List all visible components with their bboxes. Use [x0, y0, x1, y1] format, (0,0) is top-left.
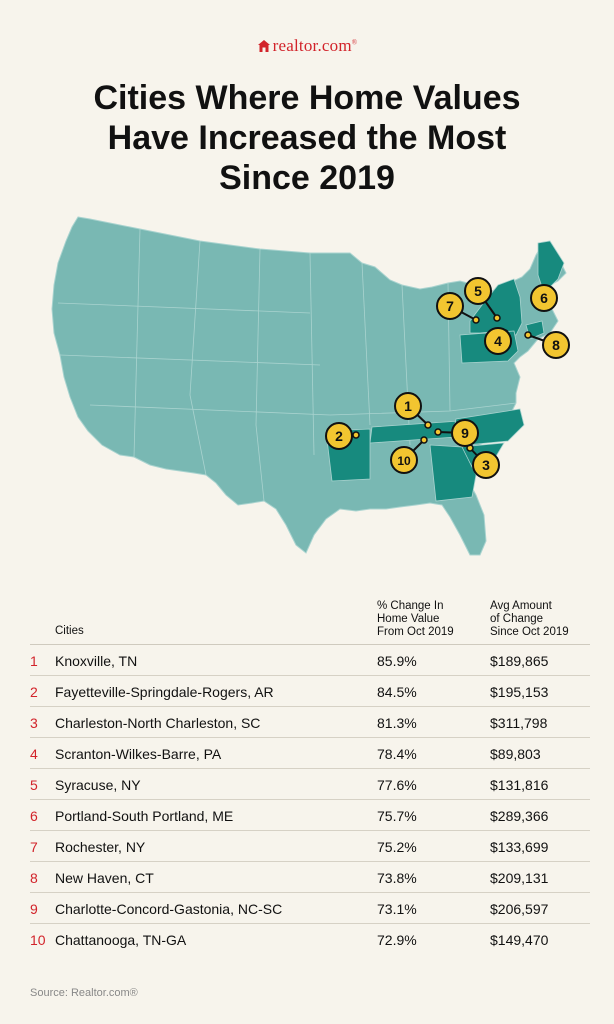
row-avg-amount: $133,699 — [490, 839, 549, 855]
row-avg-amount: $131,816 — [490, 777, 549, 793]
row-avg-amount: $189,865 — [490, 653, 549, 669]
table-row: 5 Syracuse, NY 77.6% $131,816 — [30, 769, 590, 800]
logo-text: realtor.com — [272, 36, 352, 55]
row-rank: 3 — [30, 715, 38, 731]
table-row: 4 Scranton-Wilkes-Barre, PA 78.4% $89,803 — [30, 738, 590, 769]
row-avg-amount: $149,470 — [490, 932, 549, 948]
page-title: Cities Where Home Values Have Increased … — [0, 78, 614, 198]
row-rank: 9 — [30, 901, 38, 917]
logo-registered-mark: ® — [351, 38, 358, 47]
row-rank: 7 — [30, 839, 38, 855]
state-arkansas — [325, 428, 371, 482]
row-rank: 2 — [30, 684, 38, 700]
row-city: Charlotte-Concord-Gastonia, NC-SC — [55, 901, 283, 917]
header-amt-line-3: Since Oct 2019 — [490, 626, 569, 638]
row-avg-amount: $311,798 — [490, 715, 548, 731]
header-pct-line-3: From Oct 2019 — [377, 626, 454, 638]
row-city: Chattanooga, TN-GA — [55, 932, 187, 948]
row-city: Charleston-North Charleston, SC — [55, 715, 261, 731]
header-amt-line-2: of Change — [490, 613, 544, 625]
row-avg-amount: $209,131 — [490, 870, 549, 886]
row-pct-change: 78.4% — [377, 746, 417, 762]
row-pct-change: 73.1% — [377, 901, 417, 917]
table-row: 1 Knoxville, TN 85.9% $189,865 — [30, 645, 590, 676]
row-rank: 4 — [30, 746, 38, 762]
rankings-table: Cities % Change In Home Value From Oct 2… — [30, 598, 590, 954]
row-city: Rochester, NY — [55, 839, 146, 855]
row-avg-amount: $289,366 — [490, 808, 549, 824]
row-rank: 1 — [30, 653, 38, 669]
brand-logo: realtor.com® — [0, 36, 614, 56]
table-row: 8 New Haven, CT 73.8% $209,131 — [30, 862, 590, 893]
header-pct-line-2: Home Value — [377, 613, 440, 625]
title-line-1: Cities Where Home Values — [93, 79, 521, 117]
row-city: Fayetteville-Springdale-Rogers, AR — [55, 684, 274, 700]
title-line-3: Since 2019 — [219, 159, 395, 197]
us-map — [51, 216, 567, 556]
row-pct-change: 72.9% — [377, 932, 417, 948]
row-city: Syracuse, NY — [55, 777, 141, 793]
row-rank: 10 — [30, 932, 46, 948]
row-avg-amount: $195,153 — [490, 684, 549, 700]
row-rank: 6 — [30, 808, 38, 824]
row-avg-amount: $206,597 — [490, 901, 549, 917]
table-row: 3 Charleston-North Charleston, SC 81.3% $31… — [30, 707, 590, 738]
table-row: 10 Chattanooga, TN-GA 72.9% $149,470 — [30, 924, 590, 954]
table-row: 6 Portland-South Portland, ME 75.7% $289,36… — [30, 800, 590, 831]
header-avg-amount: Avg Amount of Change Since Oct 2019 — [490, 600, 590, 639]
row-rank: 8 — [30, 870, 38, 886]
row-pct-change: 84.5% — [377, 684, 417, 700]
house-icon — [257, 40, 270, 52]
title-line-2: Have Increased the Most — [107, 119, 507, 157]
table-header: Cities % Change In Home Value From Oct 2… — [30, 598, 590, 645]
table-row: 2 Fayetteville-Springdale-Rogers, AR 84.5%… — [30, 676, 590, 707]
row-city: Scranton-Wilkes-Barre, PA — [55, 746, 222, 762]
row-avg-amount: $89,803 — [490, 746, 541, 762]
row-pct-change: 77.6% — [377, 777, 417, 793]
row-pct-change: 85.9% — [377, 653, 417, 669]
header-pct-change: % Change In Home Value From Oct 2019 — [377, 600, 477, 639]
table-row: 7 Rochester, NY 75.2% $133,699 — [30, 831, 590, 862]
state-pennsylvania — [459, 330, 519, 364]
row-city: Knoxville, TN — [55, 653, 138, 669]
row-pct-change: 75.7% — [377, 808, 417, 824]
table-row: 9 Charlotte-Concord-Gastonia, NC-SC 73.1% $… — [30, 893, 590, 924]
row-pct-change: 75.2% — [377, 839, 417, 855]
row-rank: 5 — [30, 777, 38, 793]
row-pct-change: 73.8% — [377, 870, 417, 886]
header-amt-line-1: Avg Amount — [490, 600, 552, 612]
table-body: 1 Knoxville, TN 85.9% $189,865 2 Fayettevill… — [30, 645, 590, 954]
row-city: New Haven, CT — [55, 870, 154, 886]
state-maine — [537, 240, 565, 294]
us-outline — [51, 216, 567, 556]
source-note: Source: Realtor.com® — [30, 987, 138, 999]
header-cities: Cities — [55, 625, 84, 637]
row-city: Portland-South Portland, ME — [55, 808, 234, 824]
row-pct-change: 81.3% — [377, 715, 417, 731]
header-pct-line-1: % Change In — [377, 600, 444, 612]
